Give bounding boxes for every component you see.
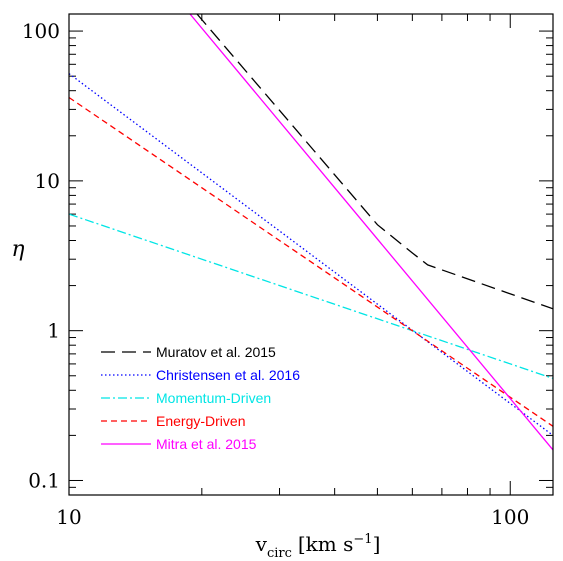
x-axis-label-exp: −1 <box>353 532 372 547</box>
legend-label: Momentum-Driven <box>156 390 271 406</box>
y-tick-label: 0.1 <box>28 468 60 492</box>
legend: Muratov et al. 2015 Christensen et al. 20… <box>101 344 300 452</box>
legend-label: Christensen et al. 2016 <box>156 367 300 383</box>
y-tick-label: 100 <box>22 19 60 43</box>
tick-labels: 10 100 0.1 1 10 100 <box>22 19 530 529</box>
x-axis-label-units: [km s <box>298 532 354 556</box>
series-line-1 <box>69 73 553 436</box>
plot-area <box>69 14 553 451</box>
plot-frame <box>68 13 554 496</box>
x-axis-label: vcirc [km s−1] <box>255 532 381 561</box>
legend-label: Mitra et al. 2015 <box>156 436 257 452</box>
y-tick-label: 10 <box>35 169 60 193</box>
legend-label: Muratov et al. 2015 <box>156 344 276 360</box>
x-axis-label-close: ] <box>373 532 381 556</box>
legend-label: Energy-Driven <box>156 413 245 429</box>
y-tick-label: 1 <box>47 319 60 343</box>
y-axis-label: η <box>11 237 24 262</box>
series-line-3 <box>69 96 553 427</box>
x-tick-label: 100 <box>491 505 529 529</box>
series-line-0 <box>196 14 553 310</box>
x-tick-label: 10 <box>56 505 81 529</box>
series-line-2 <box>69 213 553 380</box>
axis-ticks <box>68 14 553 496</box>
x-axis-label-main: v <box>255 532 268 556</box>
x-axis-label-sub: circ <box>267 546 292 561</box>
series-lines <box>69 14 553 451</box>
series-line-4 <box>189 14 553 451</box>
